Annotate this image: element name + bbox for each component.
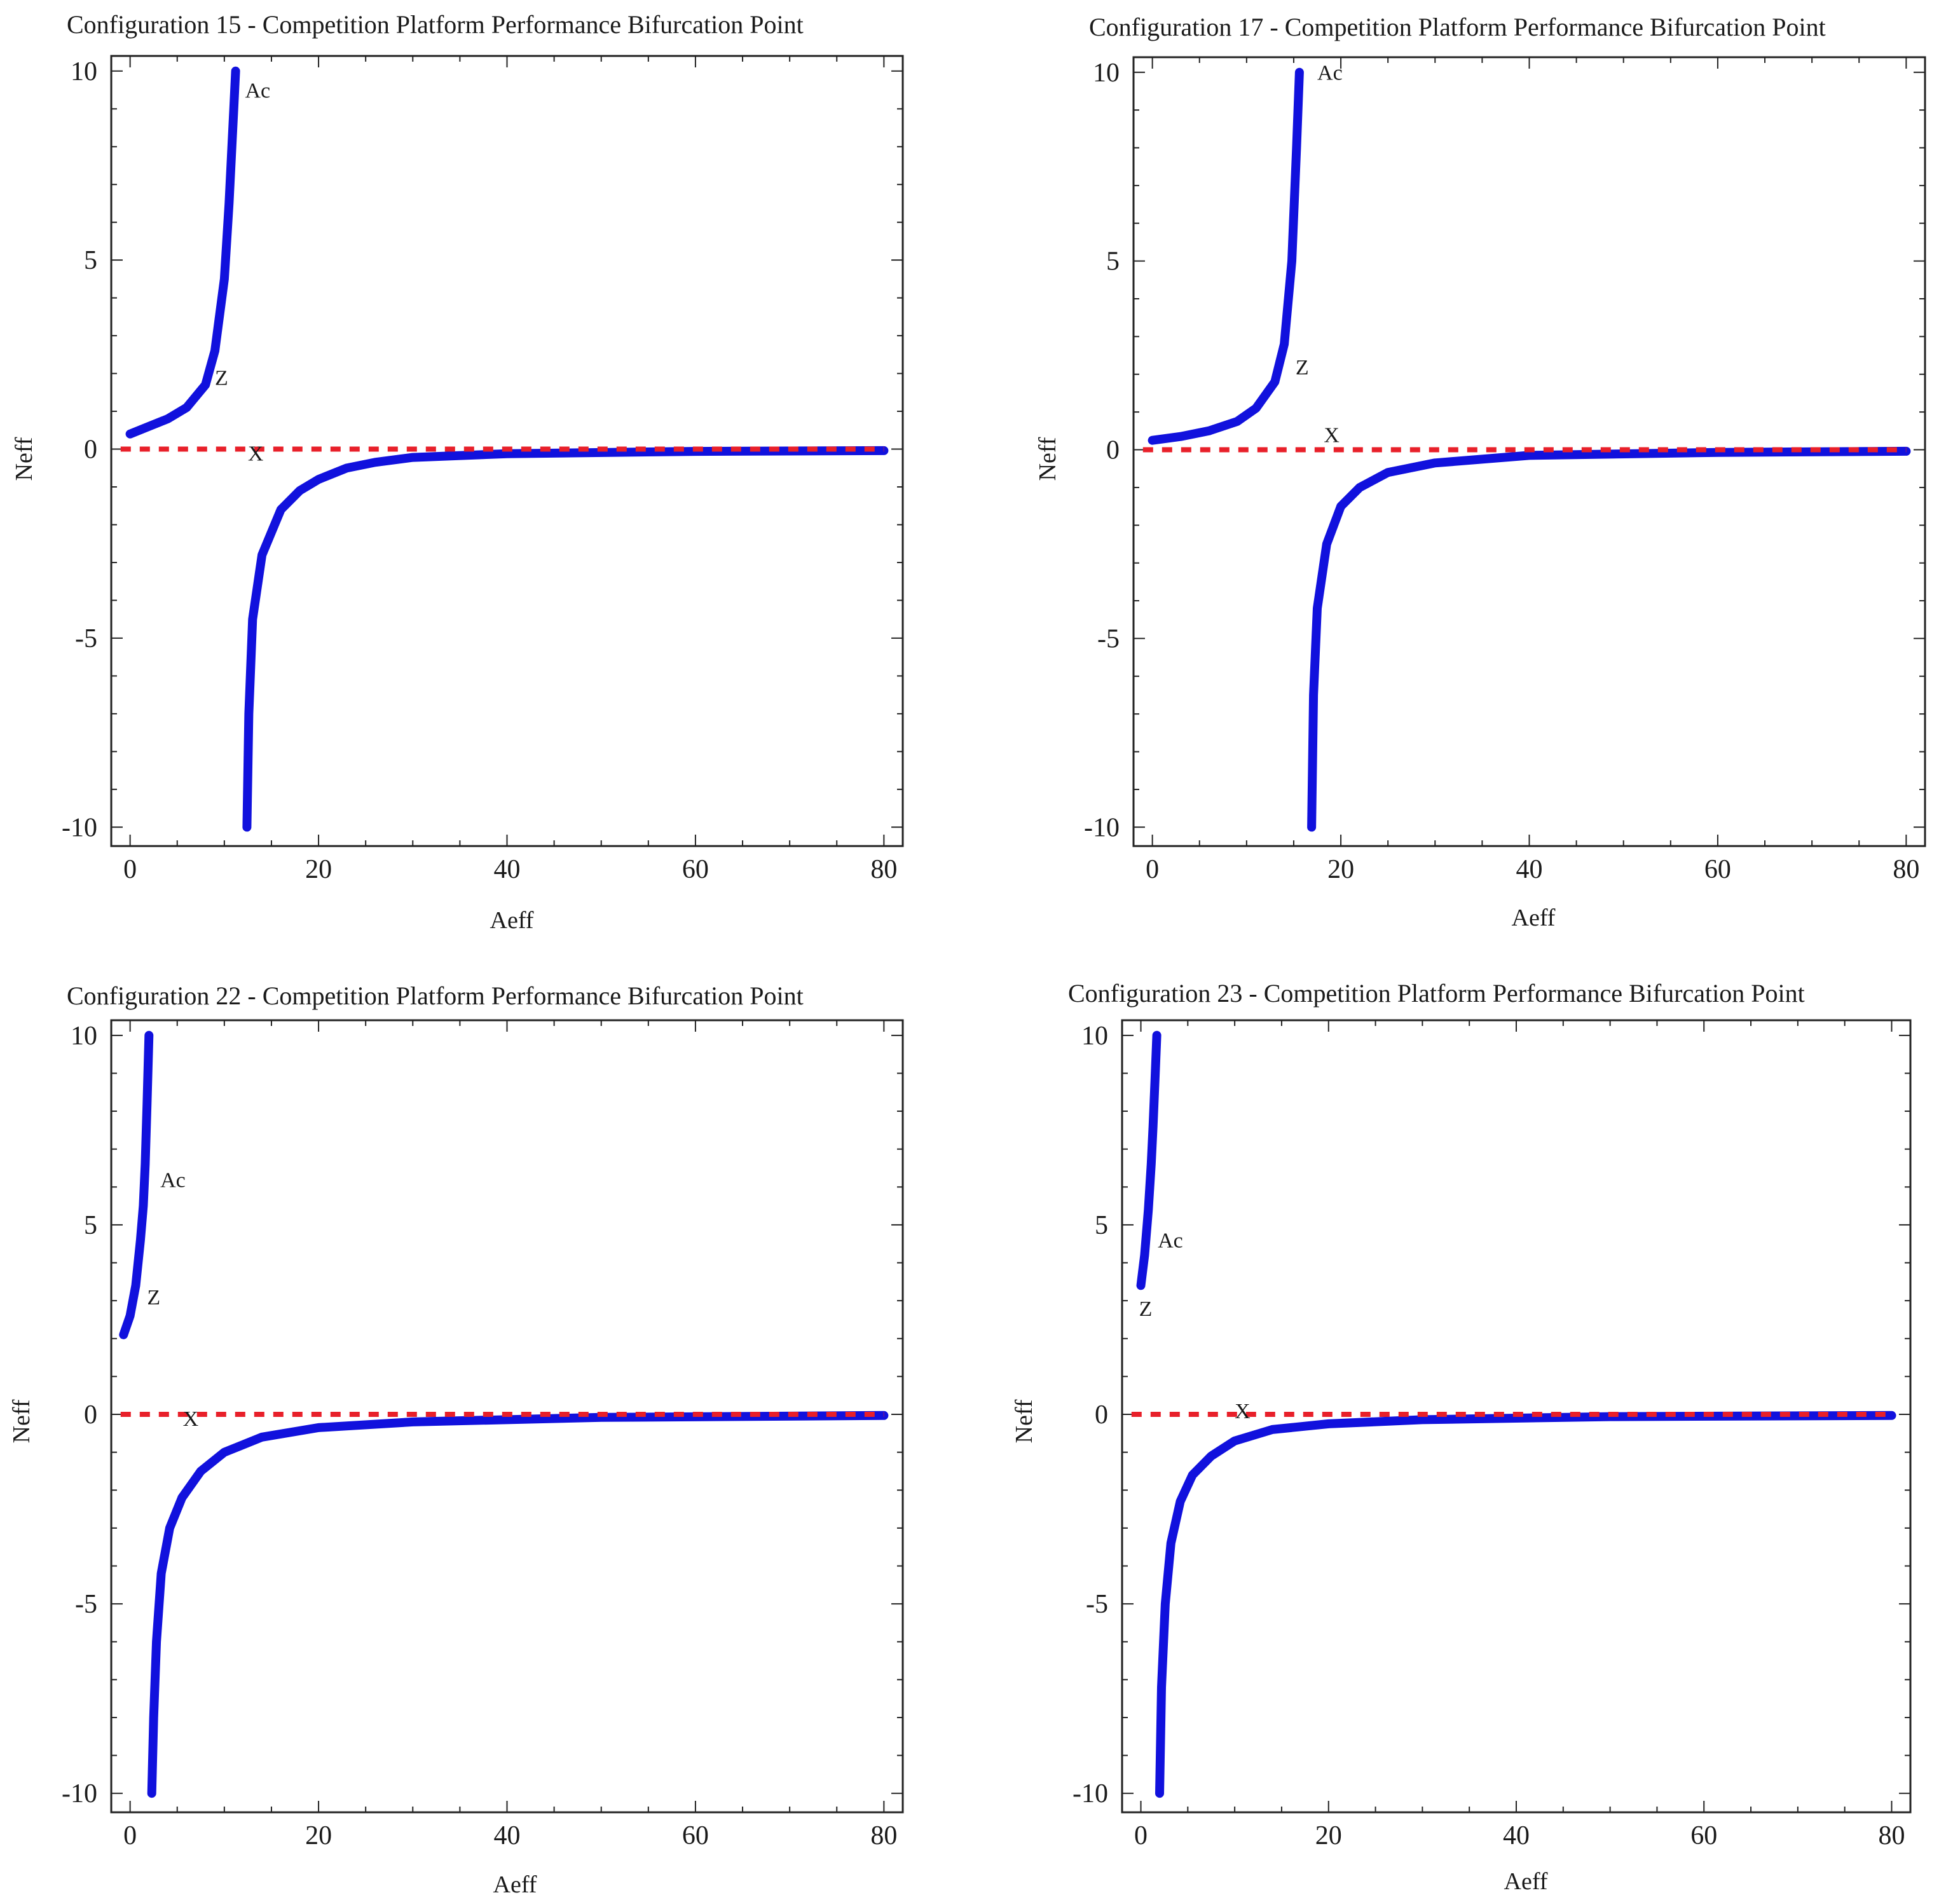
panel-configuration-15: Configuration 15 - Competition Platform …	[11, 10, 904, 934]
y-tick-label: 0	[1095, 1400, 1108, 1430]
y-axis-label: Neff	[1011, 1399, 1038, 1443]
annotation-x: X	[248, 442, 264, 465]
x-tick-label: 80	[1878, 1821, 1905, 1850]
y-axis-label: Neff	[11, 437, 38, 481]
y-axis-label: Neff	[1034, 437, 1061, 481]
annotation-ac: Ac	[1317, 62, 1343, 85]
lower-branch-series-line	[1307, 446, 1911, 832]
x-axis-label: Aeff	[493, 1871, 537, 1898]
annotation-ac: Ac	[160, 1168, 186, 1192]
x-tick-label: 60	[1690, 1821, 1717, 1850]
panel-title: Configuration 15 - Competition Platform …	[67, 10, 804, 39]
y-tick-label: 5	[84, 246, 97, 275]
annotation-z: Z	[215, 366, 228, 390]
x-axis-label: Aeff	[1504, 1868, 1548, 1895]
x-tick-label: 60	[682, 1821, 709, 1850]
x-tick-label: 80	[870, 855, 897, 884]
x-tick-label: 60	[682, 855, 709, 884]
upper-branch-series-line	[125, 66, 240, 439]
annotation-ac: Ac	[1158, 1229, 1183, 1253]
y-tick-label: -5	[1097, 624, 1120, 653]
x-tick-label: 20	[1327, 855, 1354, 884]
annotation-ac: Ac	[245, 79, 270, 102]
y-tick-label: -10	[1084, 813, 1120, 842]
lower-branch-series-line	[242, 446, 889, 832]
x-axis-label: Aeff	[1512, 905, 1556, 931]
y-axis-label: Neff	[8, 1399, 35, 1443]
annotation-x: X	[1235, 1400, 1251, 1423]
y-tick-label: 5	[1095, 1211, 1108, 1240]
y-tick-label: 5	[1106, 247, 1120, 277]
panel-title: Configuration 22 - Competition Platform …	[67, 981, 804, 1010]
y-tick-label: -5	[75, 624, 97, 653]
x-tick-label: 20	[305, 1821, 332, 1850]
lower-branch-series-line	[147, 1411, 889, 1798]
x-axis-label: Aeff	[490, 907, 534, 934]
annotation-x: X	[1324, 424, 1340, 448]
y-tick-label: 10	[1081, 1022, 1108, 1051]
x-tick-label: 40	[494, 1821, 521, 1850]
y-tick-label: 0	[84, 1400, 97, 1430]
y-tick-label: -10	[62, 1779, 97, 1808]
panel-title: Configuration 23 - Competition Platform …	[1068, 979, 1805, 1008]
x-tick-label: 40	[494, 855, 521, 884]
x-tick-label: 20	[1315, 1821, 1342, 1850]
y-tick-label: 5	[84, 1211, 97, 1240]
y-tick-label: -10	[1073, 1779, 1108, 1808]
upper-branch-series-line	[119, 1030, 154, 1339]
x-tick-label: 40	[1516, 855, 1543, 884]
x-tick-label: 20	[305, 855, 332, 884]
x-tick-label: 0	[1134, 1821, 1148, 1850]
y-tick-label: -5	[1086, 1590, 1108, 1619]
x-tick-label: 80	[870, 1821, 897, 1850]
x-tick-label: 0	[123, 855, 137, 884]
y-tick-label: 0	[84, 435, 97, 465]
y-tick-label: 10	[71, 1022, 97, 1051]
y-tick-label: -10	[62, 813, 97, 842]
annotation-z: Z	[147, 1286, 160, 1309]
lower-branch-series-line	[1155, 1411, 1896, 1798]
x-tick-label: 0	[123, 1821, 137, 1850]
x-tick-label: 40	[1503, 1821, 1530, 1850]
y-tick-label: -5	[75, 1590, 97, 1619]
annotation-x: X	[183, 1407, 199, 1431]
upper-branch-series-line	[1148, 67, 1304, 445]
panel-configuration-23: Configuration 23 - Competition Platform …	[1011, 979, 1912, 1895]
y-tick-label: 10	[71, 57, 97, 86]
x-tick-label: 60	[1704, 855, 1731, 884]
annotation-z: Z	[1296, 356, 1309, 379]
upper-branch-series-line	[1136, 1030, 1162, 1290]
x-tick-label: 0	[1146, 855, 1159, 884]
panel-title: Configuration 17 - Competition Platform …	[1089, 13, 1826, 41]
y-tick-label: 0	[1106, 436, 1120, 465]
x-tick-label: 80	[1893, 855, 1919, 884]
panel-configuration-22: Configuration 22 - Competition Platform …	[8, 981, 904, 1898]
annotation-z: Z	[1139, 1297, 1153, 1321]
y-tick-label: 10	[1093, 58, 1120, 88]
panel-configuration-17: Configuration 17 - Competition Platform …	[1034, 13, 1926, 931]
